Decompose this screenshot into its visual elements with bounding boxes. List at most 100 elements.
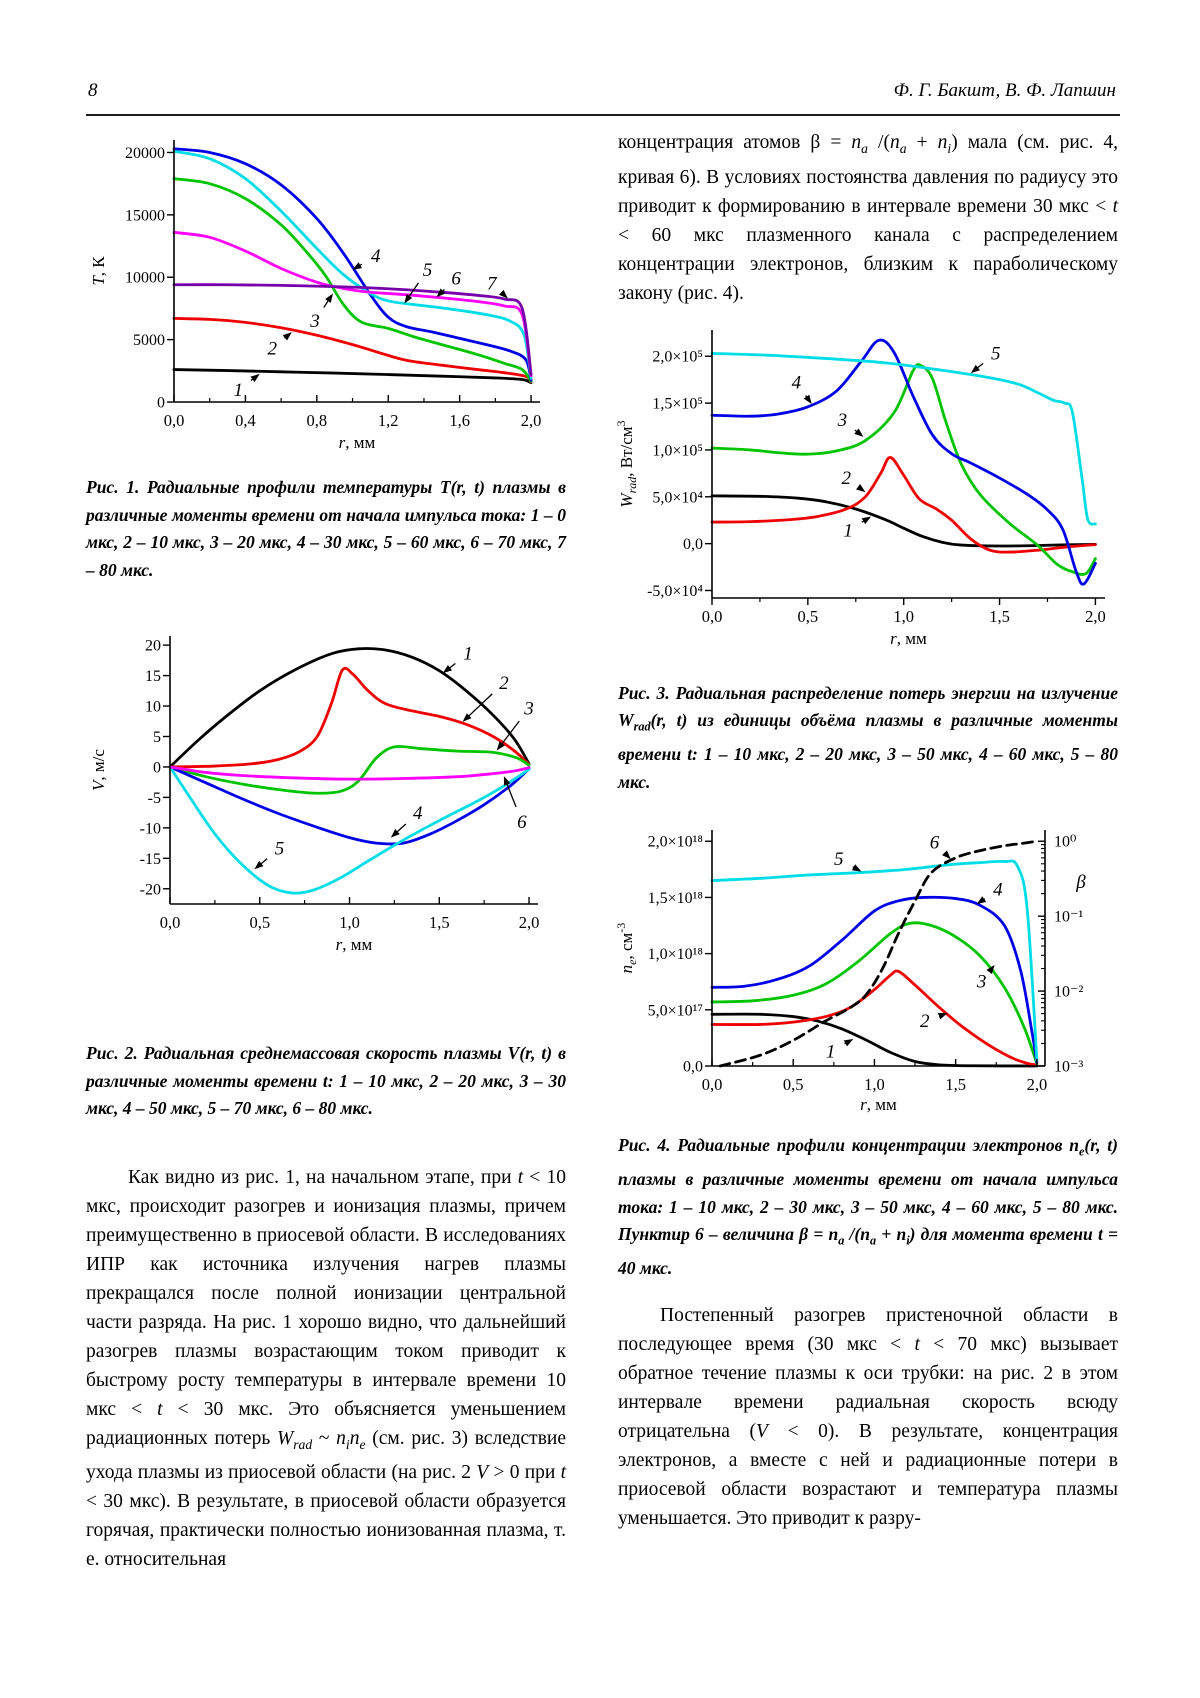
header-rule xyxy=(86,114,1120,116)
figure-4-chart: 0,0 0,5 1,0 1,5 2,0 0,0 5,0×10¹⁷ 1,0×10¹⁸ 1,5×10… xyxy=(614,818,1118,1122)
page-number: 8 xyxy=(88,80,98,101)
svg-text:r, мм: r, мм xyxy=(339,433,376,452)
svg-text:1,5: 1,5 xyxy=(989,607,1010,626)
svg-text:2: 2 xyxy=(841,468,851,489)
svg-text:10⁻²: 10⁻² xyxy=(1054,984,1083,1001)
svg-text:1,5: 1,5 xyxy=(945,1075,966,1094)
svg-text:2,0: 2,0 xyxy=(1085,607,1106,626)
svg-text:β: β xyxy=(1075,872,1086,893)
svg-text:0,5: 0,5 xyxy=(798,607,819,626)
svg-text:1,5×10⁵: 1,5×10⁵ xyxy=(652,395,703,412)
svg-text:2,0×10⁵: 2,0×10⁵ xyxy=(652,349,703,366)
svg-text:0,0: 0,0 xyxy=(683,1059,703,1076)
svg-text:20: 20 xyxy=(145,638,161,655)
svg-text:0,8: 0,8 xyxy=(307,411,328,430)
page-header: 8 Ф. Г. Бакшт, В. Ф. Лапшин xyxy=(88,80,1116,102)
body-paragraph-right-1: концентрация атомов β = na /(na + ni) ма… xyxy=(618,132,1118,304)
svg-text:1: 1 xyxy=(234,380,244,401)
svg-text:ne, см-3: ne, см-3 xyxy=(614,923,639,974)
svg-text:-20: -20 xyxy=(140,881,161,898)
svg-text:6: 6 xyxy=(517,812,527,833)
svg-text:1,0: 1,0 xyxy=(339,913,360,932)
svg-text:6: 6 xyxy=(930,833,940,854)
svg-text:0,4: 0,4 xyxy=(235,411,256,430)
svg-text:1: 1 xyxy=(826,1042,836,1063)
svg-text:15000: 15000 xyxy=(125,207,165,224)
svg-text:1,0: 1,0 xyxy=(864,1075,885,1094)
svg-text:10⁻³: 10⁻³ xyxy=(1054,1059,1083,1076)
svg-text:-5: -5 xyxy=(148,790,161,807)
svg-text:5: 5 xyxy=(275,839,285,860)
figure-3-chart: 0,0 0,5 1,0 1,5 2,0 -5,0×10⁴ 0,0 5,0×10⁴ 1,0×10⁵… xyxy=(614,318,1118,656)
svg-text:5: 5 xyxy=(991,343,1001,364)
svg-text:10⁰: 10⁰ xyxy=(1054,834,1076,851)
svg-text:4: 4 xyxy=(792,372,802,393)
svg-text:20000: 20000 xyxy=(125,145,165,162)
svg-text:0,5: 0,5 xyxy=(783,1075,804,1094)
body-paragraph-left: Как видно из рис. 1, на начальном этапе,… xyxy=(86,1166,567,1571)
svg-text:r, мм: r, мм xyxy=(336,935,373,954)
svg-text:2: 2 xyxy=(920,1011,930,1032)
svg-text:4: 4 xyxy=(371,246,381,267)
svg-text:15: 15 xyxy=(145,668,161,685)
svg-text:Wrad, Вт/см3: Wrad, Вт/см3 xyxy=(614,420,639,507)
svg-text:0,5: 0,5 xyxy=(249,913,270,932)
svg-text:7: 7 xyxy=(487,273,498,294)
svg-text:5,0×10¹⁷: 5,0×10¹⁷ xyxy=(648,1003,703,1020)
svg-text:10⁻¹: 10⁻¹ xyxy=(1054,909,1083,926)
svg-text:3: 3 xyxy=(309,311,320,332)
figure-3-caption: Рис. 3. Радиальная распределение потерь … xyxy=(618,682,1118,792)
body-paragraph-right-2: Постепенный разогрев пристеночной област… xyxy=(618,1304,1118,1529)
svg-text:2,0: 2,0 xyxy=(1027,1075,1048,1094)
svg-text:-15: -15 xyxy=(140,851,161,868)
svg-text:10: 10 xyxy=(145,699,161,716)
svg-text:0,0: 0,0 xyxy=(160,913,181,932)
svg-text:0: 0 xyxy=(153,759,161,776)
svg-text:1: 1 xyxy=(463,644,473,665)
svg-text:3: 3 xyxy=(976,972,987,993)
svg-text:0,0: 0,0 xyxy=(164,411,185,430)
svg-text:2: 2 xyxy=(267,338,277,359)
svg-text:1,0×10⁵: 1,0×10⁵ xyxy=(652,442,703,459)
svg-text:2: 2 xyxy=(499,673,509,694)
svg-text:2,0×10¹⁸: 2,0×10¹⁸ xyxy=(648,834,703,851)
svg-text:0,0: 0,0 xyxy=(683,536,703,553)
svg-text:3: 3 xyxy=(523,698,534,719)
svg-text:2,0: 2,0 xyxy=(521,411,542,430)
svg-text:1,0: 1,0 xyxy=(893,607,914,626)
svg-text:1,2: 1,2 xyxy=(378,411,399,430)
svg-text:5: 5 xyxy=(423,260,433,281)
svg-text:1,5×10¹⁸: 1,5×10¹⁸ xyxy=(648,890,703,907)
svg-text:V, м/с: V, м/с xyxy=(89,749,108,791)
svg-text:-5,0×10⁴: -5,0×10⁴ xyxy=(647,583,703,600)
svg-text:1,0×10¹⁸: 1,0×10¹⁸ xyxy=(648,947,703,964)
left-column: 0,0 0,4 0,8 1,2 1,6 2,0 0 5000 10000 15000 20000 r,… xyxy=(86,128,566,1574)
figure-1-caption: Рис. 1. Радиальные профили температуры T… xyxy=(86,477,566,580)
svg-text:2,0: 2,0 xyxy=(519,913,540,932)
figure-4-caption: Рис. 4. Радиальные профили концентрации … xyxy=(618,1135,1118,1279)
figure-2-chart: 0,0 0,5 1,0 1,5 2,0 -20 -15 -10 -5 0 5 10 15 20 r, мм V… xyxy=(86,614,566,962)
svg-text:5,0×10⁴: 5,0×10⁴ xyxy=(652,489,703,506)
right-column: концентрация атомов β = na /(na + ni) ма… xyxy=(614,128,1118,1533)
svg-text:r, мм: r, мм xyxy=(890,629,927,648)
svg-text:3: 3 xyxy=(837,410,848,431)
svg-text:r, мм: r, мм xyxy=(860,1095,897,1114)
figure-1-chart: 0,0 0,4 0,8 1,2 1,6 2,0 0 5000 10000 15000 20000 r,… xyxy=(86,128,566,460)
figure-2-caption: Рис. 2. Радиальная среднемассовая скорос… xyxy=(86,1043,566,1118)
svg-text:6: 6 xyxy=(451,268,461,289)
svg-text:4: 4 xyxy=(993,880,1003,901)
svg-text:0,0: 0,0 xyxy=(702,1075,723,1094)
svg-text:0,0: 0,0 xyxy=(702,607,723,626)
header-authors: Ф. Г. Бакшт, В. Ф. Лапшин xyxy=(893,80,1116,101)
svg-text:0: 0 xyxy=(157,395,165,412)
svg-text:5000: 5000 xyxy=(133,332,165,349)
svg-text:T, К: T, К xyxy=(89,256,108,286)
svg-text:10000: 10000 xyxy=(125,270,165,287)
svg-text:5: 5 xyxy=(153,729,161,746)
svg-text:5: 5 xyxy=(834,850,844,871)
svg-text:1: 1 xyxy=(843,520,853,541)
svg-text:1,5: 1,5 xyxy=(429,913,450,932)
svg-text:1,6: 1,6 xyxy=(449,411,470,430)
svg-text:4: 4 xyxy=(413,803,423,824)
